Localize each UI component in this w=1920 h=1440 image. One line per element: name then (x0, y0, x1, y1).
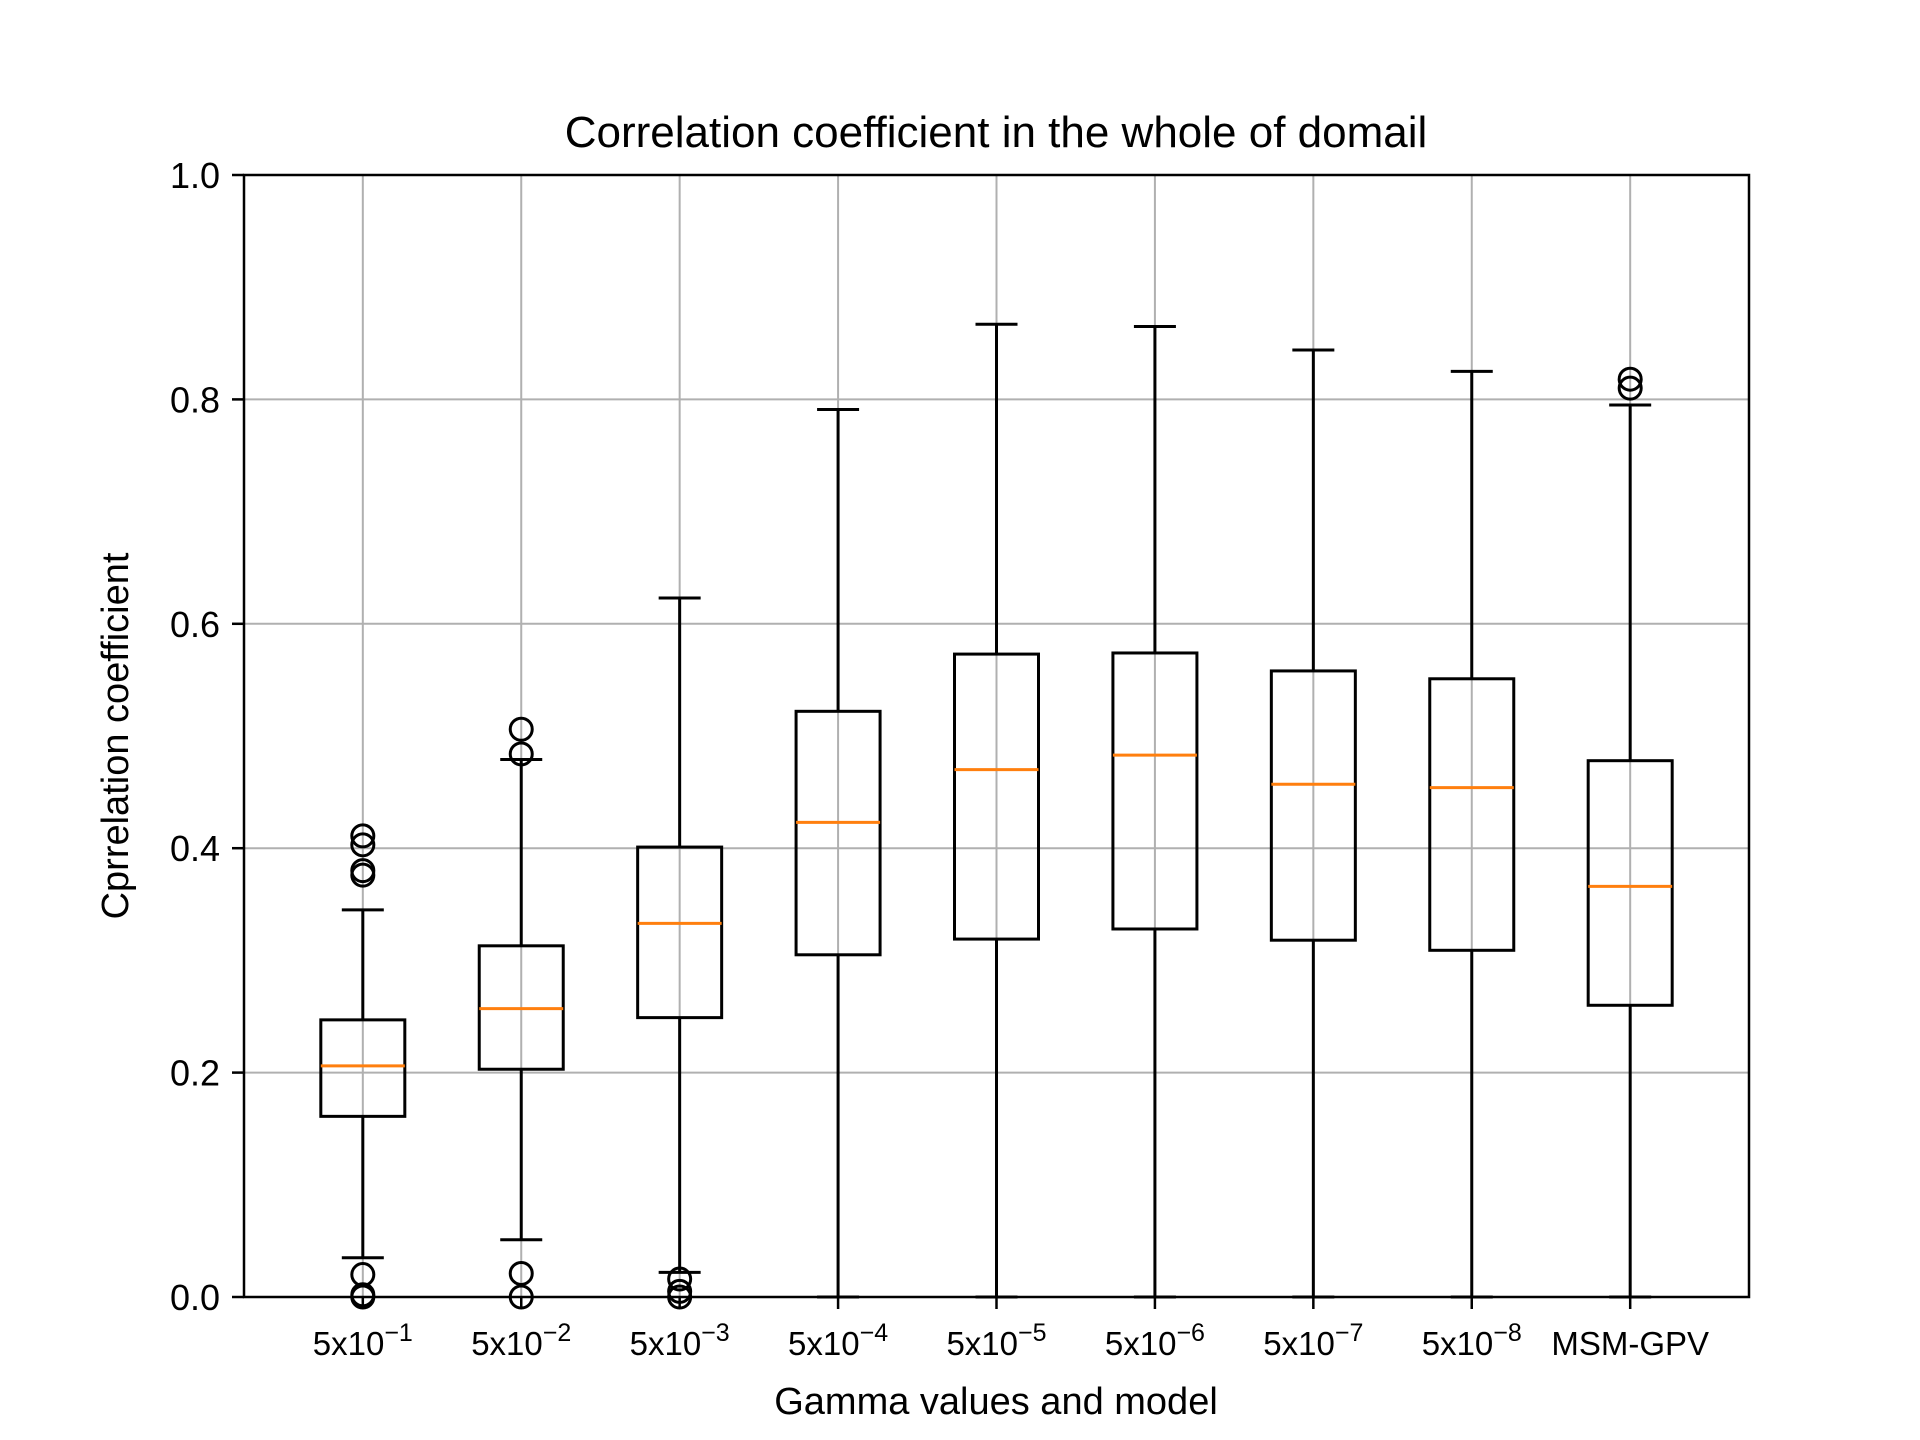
y-tick-label: 0.0 (170, 1277, 220, 1318)
y-tick-label: 0.2 (170, 1053, 220, 1094)
y-tick-label: 1.0 (170, 155, 220, 196)
x-tick-label: 5x10−1 (313, 1319, 413, 1362)
x-tick-label: 5x10−3 (630, 1319, 730, 1362)
outlier-point (350, 832, 376, 858)
box-9 (1586, 366, 1674, 1299)
outlier-point (508, 741, 534, 767)
x-tick-label: 5x10−6 (1105, 1319, 1205, 1362)
y-axis-ticks: 0.0 0.2 0.4 0.6 0.8 1.0 (170, 155, 244, 1318)
iqr-box (794, 709, 882, 957)
box-4 (794, 407, 882, 1299)
x-tick-label: 5x10−8 (1422, 1319, 1522, 1362)
outlier-point (1617, 375, 1643, 401)
iqr-box (1428, 677, 1516, 952)
x-axis-label: Gamma values and model (774, 1381, 1218, 1423)
x-tick-label: 5x10−5 (946, 1319, 1046, 1362)
chart-title: Correlation coefficient in the whole of … (565, 108, 1428, 157)
x-tick-label: 5x10−4 (788, 1319, 888, 1362)
outlier-point (1617, 366, 1643, 392)
x-tick-label: 5x10−7 (1263, 1319, 1363, 1362)
outlier-point (350, 823, 376, 849)
box-2 (477, 716, 565, 1310)
x-axis-ticks: 5x10−1 5x10−2 5x10−3 5x10−4 5x10−5 5x10−6 5x10… (313, 1297, 1709, 1362)
iqr-box (953, 652, 1040, 941)
x-tick-label: 5x10−2 (471, 1319, 571, 1362)
outlier-point (508, 1260, 534, 1286)
y-axis-label: Cprrelation coefficient (95, 552, 137, 919)
outlier-point (667, 1266, 693, 1292)
iqr-box (636, 845, 724, 1020)
x-tick-label: MSM-GPV (1551, 1325, 1709, 1362)
box-8 (1428, 369, 1516, 1299)
box-5 (953, 322, 1040, 1299)
box-3 (636, 596, 724, 1310)
iqr-box (319, 1018, 407, 1118)
y-tick-label: 0.4 (170, 828, 220, 869)
y-tick-label: 0.6 (170, 604, 220, 645)
iqr-box (1269, 669, 1357, 942)
outlier-point (350, 858, 376, 884)
iqr-box (1586, 759, 1674, 1007)
y-tick-label: 0.8 (170, 379, 220, 420)
outlier-point (350, 1262, 376, 1288)
iqr-box (1111, 651, 1199, 931)
outlier-point (508, 716, 534, 742)
